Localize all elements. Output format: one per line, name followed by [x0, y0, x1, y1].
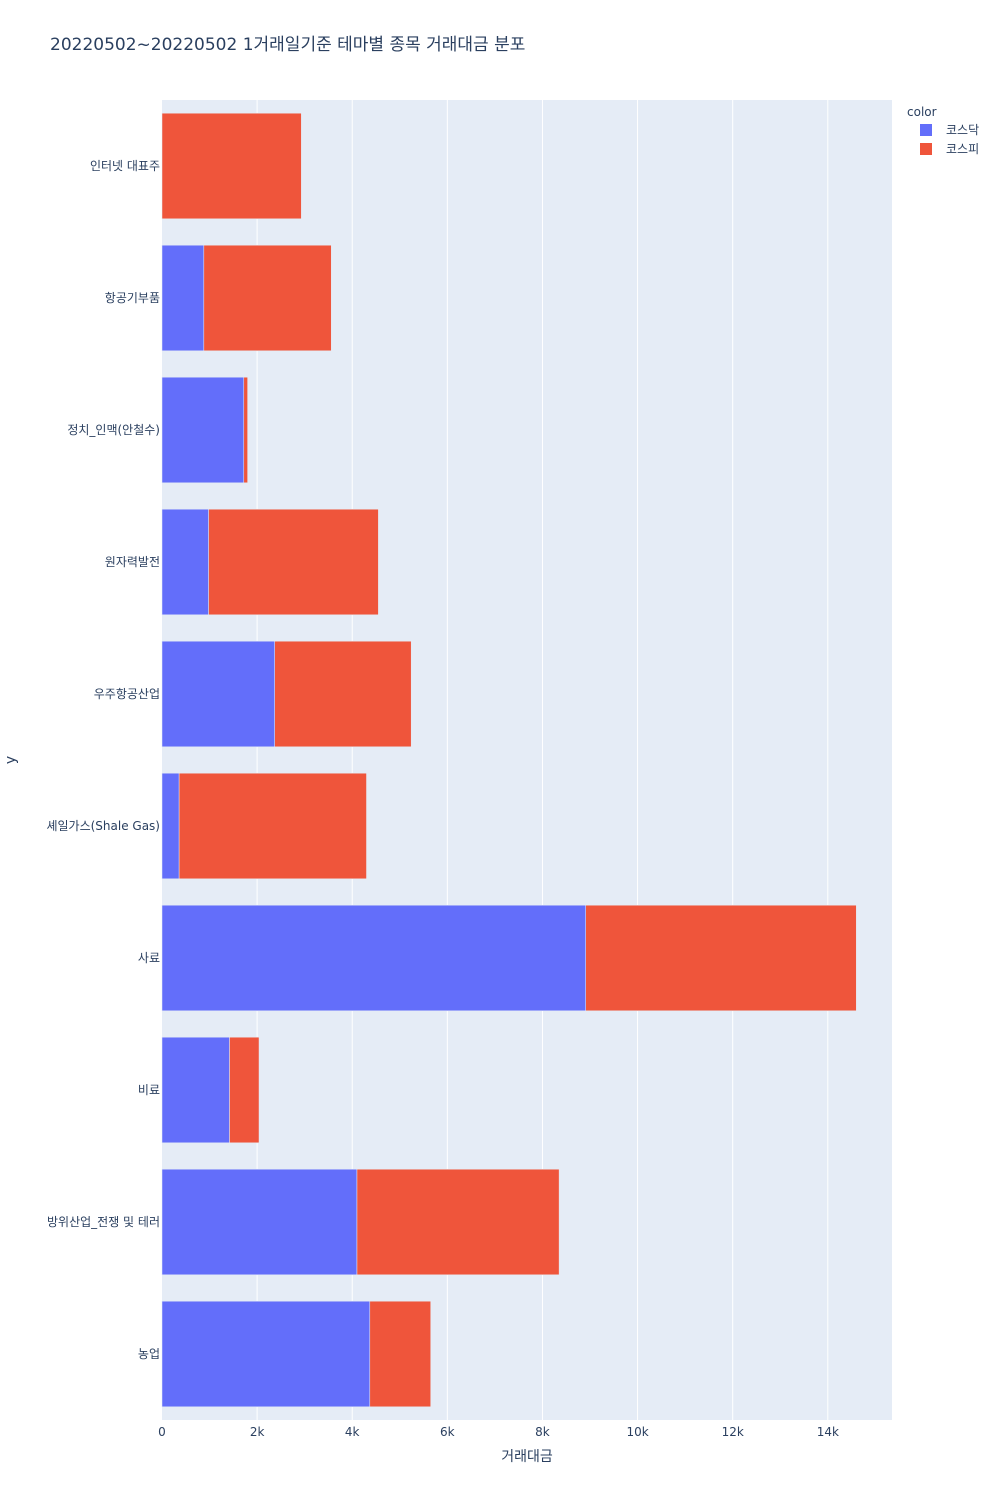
y-tick-label: 인터넷 대표주 [90, 159, 160, 173]
bar-kospi[interactable] [203, 244, 332, 352]
chart-title: 20220502~20220502 1거래일기준 테마별 종목 거래대금 분포 [50, 35, 525, 55]
x-axis-title: 거래대금 [501, 1449, 553, 1465]
y-tick-label: 셰일가스(Shale Gas) [46, 819, 160, 833]
bar-kospi[interactable] [178, 772, 367, 880]
y-tick-label: 농업 [138, 1347, 160, 1361]
bar-kosdaq[interactable] [161, 640, 275, 748]
bar-kospi[interactable] [356, 1168, 560, 1276]
bar-kospi[interactable] [243, 376, 248, 484]
y-tick-label: 정치_인맥(안철수) [67, 423, 160, 437]
x-tick-label: 0 [158, 1425, 166, 1439]
x-tick-label: 14k [817, 1425, 839, 1439]
bar-kosdaq[interactable] [161, 376, 245, 484]
bar-kospi[interactable] [208, 508, 379, 616]
bar-kosdaq[interactable] [161, 1168, 358, 1276]
y-tick-label: 사료 [138, 951, 160, 965]
x-tick-label: 10k [626, 1425, 648, 1439]
x-axis-ticks: 0 2k 4k 6k 8k 10k 12k 14k [158, 1425, 839, 1439]
x-tick-label: 8k [535, 1425, 550, 1439]
legend-swatch[interactable] [920, 143, 932, 155]
y-tick-label: 비료 [138, 1083, 160, 1097]
bar-kosdaq[interactable] [161, 1036, 230, 1144]
legend-swatch[interactable] [920, 124, 932, 136]
x-tick-label: 2k [250, 1425, 265, 1439]
legend-title: color [907, 105, 937, 119]
y-tick-label: 방위산업_전쟁 및 테러 [47, 1215, 160, 1229]
x-tick-label: 12k [722, 1425, 744, 1439]
y-tick-label: 우주항공산업 [94, 687, 160, 701]
x-tick-label: 4k [345, 1425, 360, 1439]
bar-kosdaq[interactable] [161, 904, 586, 1012]
y-tick-label: 항공기부품 [105, 291, 160, 305]
bar-kosdaq[interactable] [161, 772, 180, 880]
bar-kospi[interactable] [585, 904, 857, 1012]
bar-kospi[interactable] [274, 640, 412, 748]
bar-kospi[interactable] [161, 112, 302, 220]
bar-kospi[interactable] [229, 1036, 260, 1144]
y-axis-title: y [3, 756, 19, 764]
legend-label[interactable]: 코스닥 [946, 123, 979, 137]
bar-kosdaq[interactable] [161, 508, 209, 616]
bar-kosdaq[interactable] [161, 1300, 371, 1408]
legend-label[interactable]: 코스피 [946, 142, 979, 156]
bar-kospi[interactable] [369, 1300, 431, 1408]
bars [161, 112, 857, 1408]
x-tick-label: 6k [440, 1425, 455, 1439]
y-tick-label: 원자력발전 [105, 555, 160, 569]
bar-kosdaq[interactable] [161, 244, 205, 352]
